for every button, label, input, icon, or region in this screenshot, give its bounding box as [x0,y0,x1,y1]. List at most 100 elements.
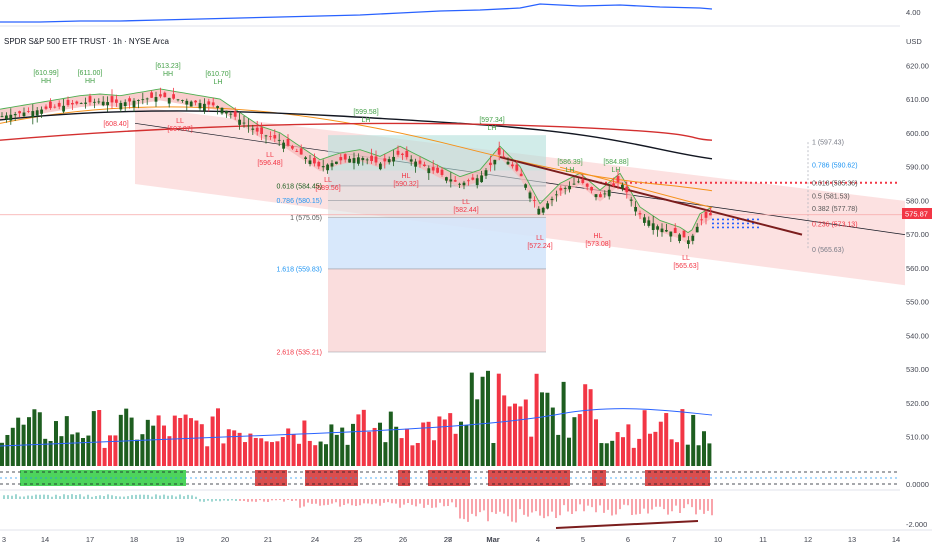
volume-bar [102,447,107,466]
candle-body [660,228,664,233]
volume-bar [561,381,566,466]
volume-bar [696,445,701,466]
pivot-type-label: LL [324,177,332,184]
candle-body [185,100,189,105]
pivot-price-label: [610.99] [33,70,58,77]
current-price-label: 575.87 [905,210,928,219]
volume-bar [604,443,609,466]
time-tick-label: 24 [311,535,319,544]
candle-body [141,99,145,101]
volume-bar [113,435,118,466]
time-tick-label: 5 [581,535,585,544]
candle-body [150,92,153,98]
osc-tick-label: 0.0000 [906,480,929,489]
candle-body [220,107,224,114]
candle-body [449,179,453,182]
candle-body [462,182,466,186]
time-tick-label: Mar [486,535,499,544]
volume-bar [599,443,604,466]
fib-right-label: 0.618 (585.36) [812,180,858,187]
pivot-price-label: [584.88] [603,159,628,166]
candle-body [418,160,422,164]
candle-body [211,102,215,106]
candle-body [546,203,549,209]
candle-body [154,97,158,102]
volume-bar [264,441,269,466]
candle-body [27,110,30,112]
volume-bar [529,436,534,466]
volume-bar [513,403,517,466]
candle-body [88,96,92,103]
time-tick-label: 4 [536,535,540,544]
candle-body [489,162,492,166]
fib-labels: 0.618 (584.45) 0.786 (580.15) 1 (575.05) 1.… [276,140,857,357]
volume-bar [410,445,415,466]
candle-body [700,219,703,221]
candle-body [458,183,461,185]
candle-body [75,101,79,104]
volume-bar [178,417,183,466]
candle-body [62,105,65,112]
candle-body [233,111,237,117]
candle-body [119,102,123,110]
pivot-type-label: LH [612,167,621,174]
candle-body [643,217,646,223]
time-tick-label: 11 [759,535,767,544]
candle-body [269,136,272,138]
candle-body [519,173,523,177]
candle-body [53,106,57,108]
volume-bar [621,437,625,466]
candle-body [607,189,611,197]
volume-bar [442,419,447,466]
volume-bar [421,422,426,466]
candle-body [572,183,576,185]
fib-right-label: 0.786 (590.62) [812,163,858,170]
candle-body [49,101,52,109]
osc-state-block [488,470,570,486]
volume-pane [0,370,713,466]
candle-body [568,185,571,190]
candle-body [550,198,554,201]
candle-body [282,142,285,149]
volume-bar [691,414,696,466]
time-tick-label: 7 [672,535,676,544]
candle-body [194,100,197,103]
price-tick-label: 550.00 [906,298,929,307]
trend-line [499,156,803,236]
candle-body [189,101,193,107]
candle-body [625,186,629,193]
candle-body [304,157,307,159]
volume-bar [496,373,501,466]
price-tick-label: 580.00 [906,196,929,205]
candle-body [44,106,48,109]
time-tick-label: 6 [626,535,630,544]
candle-body [242,122,246,124]
candle-body [18,111,21,114]
pivot-type-label: LL [266,152,274,159]
pivot-price-label: [608.40] [103,121,128,128]
ma-red [0,122,713,141]
volume-bar [583,384,588,466]
time-tick-label: 14 [892,535,900,544]
volume-bar [237,432,242,466]
candle-body [229,113,233,115]
price-tick-label: 530.00 [906,365,929,374]
volume-bar [507,406,512,466]
pivot-type-label: HL [594,233,603,240]
volume-bar [615,432,620,466]
candle-body [123,102,127,107]
pivot-price-label: [586.39] [557,159,582,166]
time-tick-label: 3 [2,535,6,544]
volume-bar [259,438,264,466]
volume-bar [653,431,658,466]
pivot-price-label: [565.63] [673,263,698,270]
time-tick-label: 28 [444,535,452,544]
pivot-type-label: HH [163,71,173,78]
pivot-type-label: LH [566,167,575,174]
candle-body [616,176,620,183]
osc-tick-label: -2.000 [906,520,927,529]
volume-bar [658,421,663,466]
price-tick-label: 510.00 [906,433,929,442]
